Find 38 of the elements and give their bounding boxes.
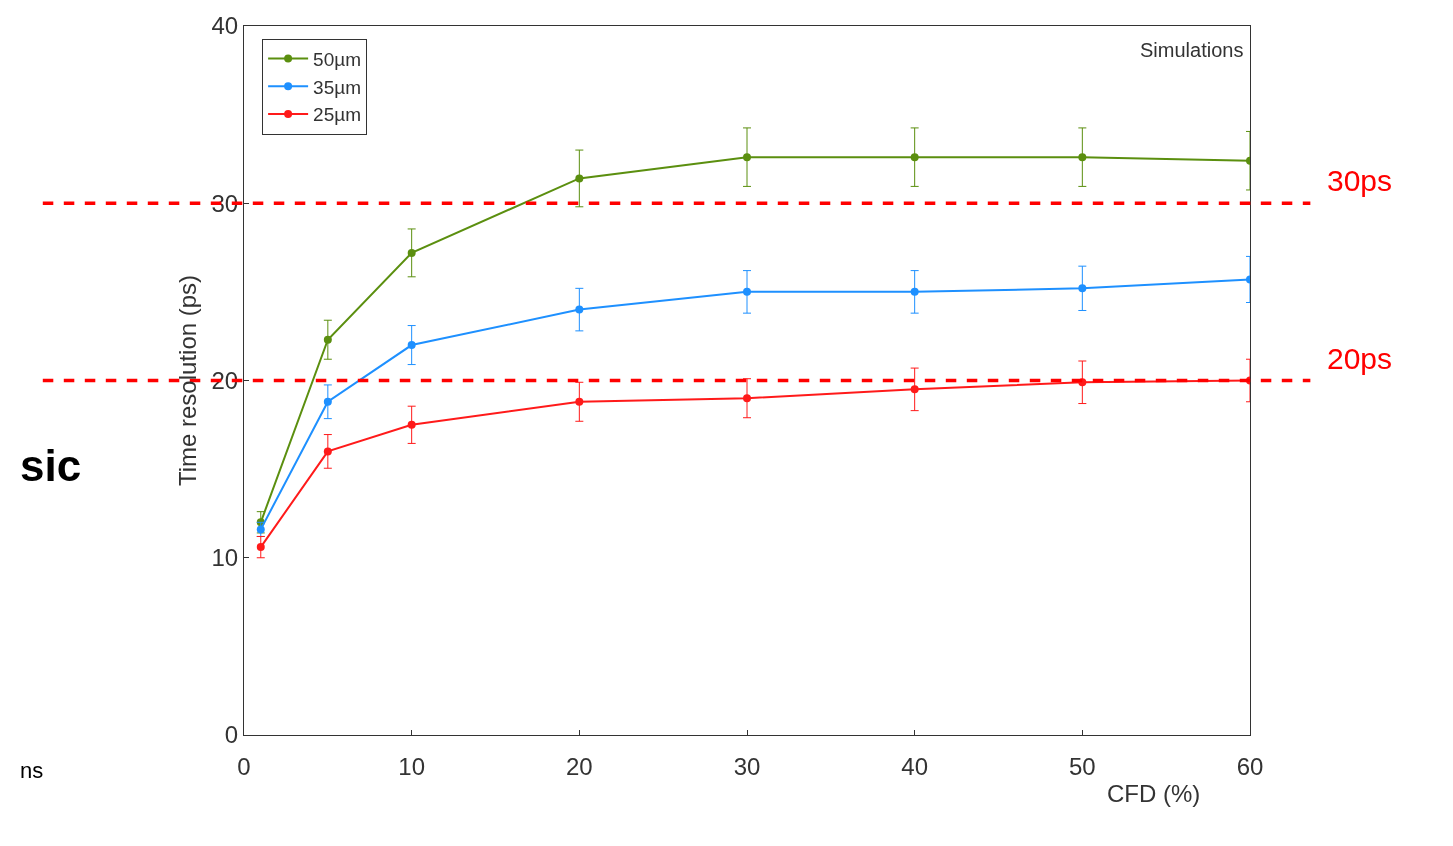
point (910, 385, 919, 394)
x-axis-title: CFD (%) (1107, 780, 1201, 807)
point (575, 397, 584, 406)
legend-label: 35µm (313, 76, 362, 98)
y-axis-title: Time resolution (ps) (173, 274, 201, 487)
point (407, 341, 416, 350)
x-tick-label: 10 (398, 752, 426, 780)
annotation: Simulations (1140, 39, 1244, 61)
point (575, 305, 584, 314)
x-tick-label: 20 (565, 752, 593, 780)
point (910, 287, 919, 296)
point (1078, 284, 1087, 293)
x-tick-label: 50 (1068, 752, 1096, 780)
point (256, 543, 265, 552)
legend-label: 25µm (313, 104, 362, 126)
point (743, 287, 751, 296)
point (743, 394, 751, 403)
point (743, 153, 751, 162)
y-tick-label: 40 (211, 12, 239, 40)
point (407, 420, 416, 429)
point (323, 397, 332, 406)
y-tick-label: 10 (211, 544, 239, 572)
point (910, 153, 919, 162)
text: sic (20, 441, 82, 490)
x-tick-label: 30 (733, 752, 761, 780)
x-tick-label: 40 (901, 752, 929, 780)
text: ns (20, 758, 44, 783)
legend-label: 50µm (313, 49, 362, 71)
point (256, 525, 265, 534)
ref-line-label: 30ps (1327, 164, 1393, 197)
x-tick-label: 60 (1236, 752, 1264, 780)
point (323, 447, 332, 456)
point (575, 174, 584, 183)
ref-line-label: 20ps (1327, 342, 1393, 375)
y-tick-label: 0 (224, 721, 239, 749)
point (323, 335, 332, 344)
point (407, 248, 416, 257)
point (1078, 153, 1087, 162)
